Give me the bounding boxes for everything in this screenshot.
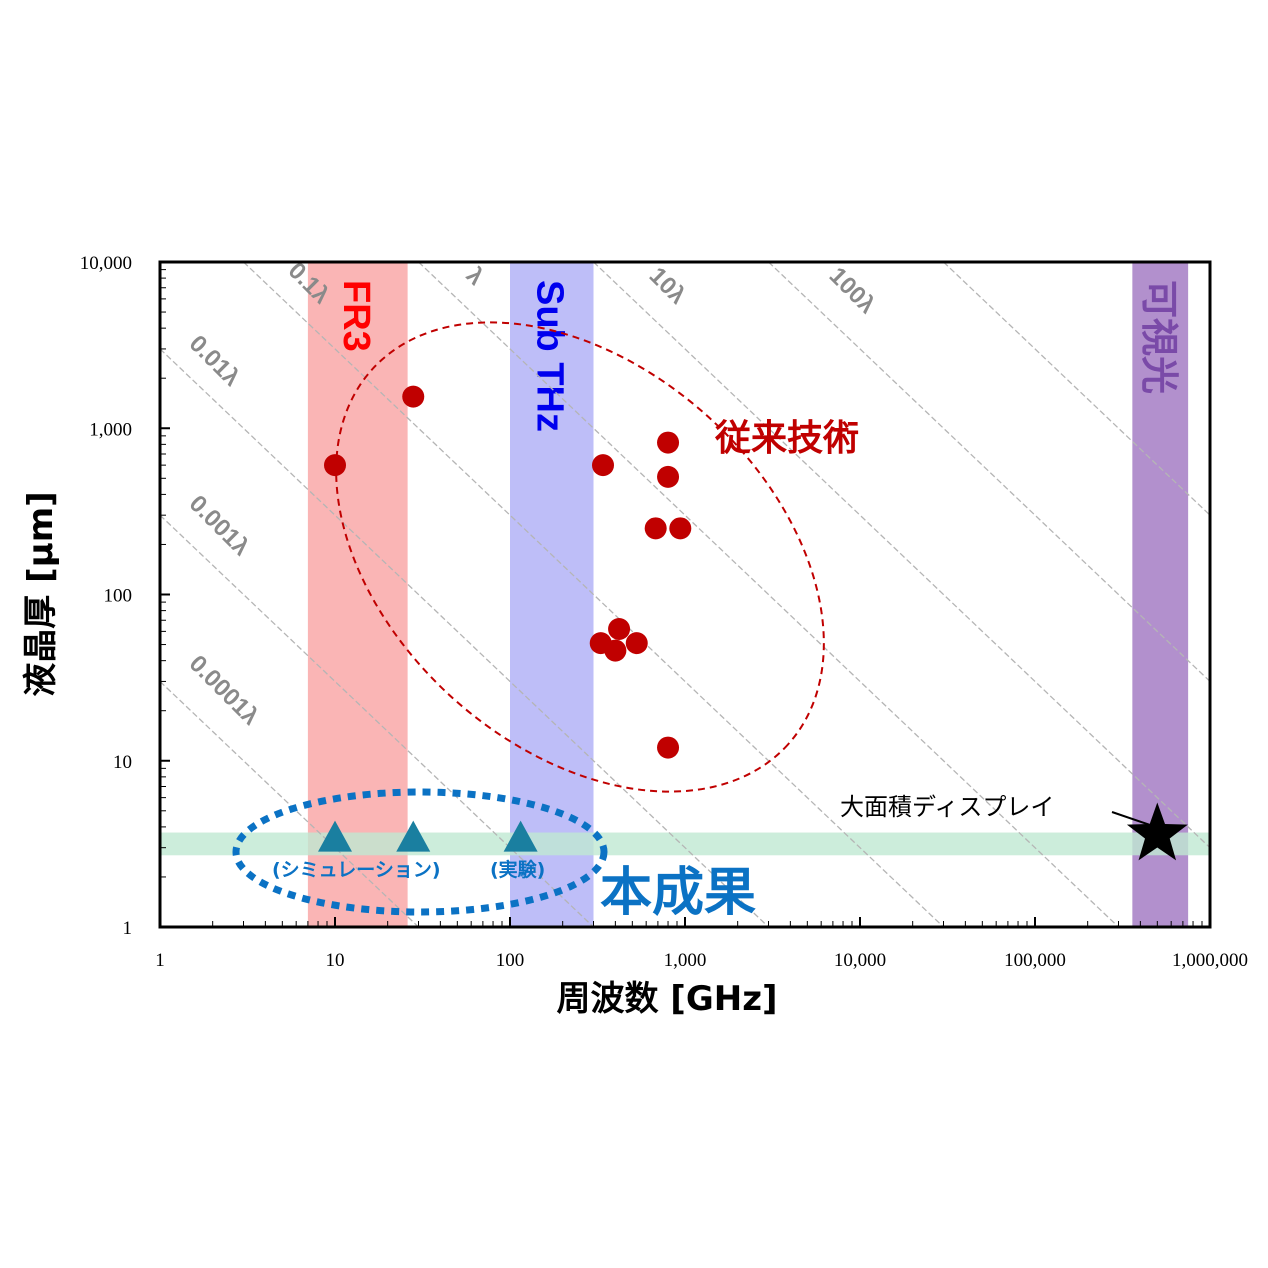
band-label-0: FR3 [335, 280, 377, 352]
data-point-circle [604, 639, 627, 662]
annotation-experiment: (実験) [490, 858, 545, 881]
data-point-circle [669, 517, 692, 540]
y-tick-label: 10,000 [80, 253, 132, 274]
y-tick-label: 100 [104, 586, 133, 607]
annotation-simulation: (シミュレーション) [272, 859, 441, 881]
data-point-circle [324, 454, 346, 477]
wavelength-line-2 [159, 348, 769, 928]
display-leader-line [1111, 811, 1151, 826]
x-tick-label: 100,000 [1004, 950, 1066, 971]
series-label-conventional: 従来技術 [714, 418, 859, 459]
data-point-circle [657, 736, 680, 759]
y-axis-label: 液晶厚 [μm] [21, 491, 61, 696]
data-point-circle [657, 465, 680, 488]
wavelength-line-3 [243, 261, 944, 928]
data-point-triangle [318, 820, 352, 852]
wavelength-label-6: 100λ [824, 262, 881, 319]
band-1 [510, 262, 594, 927]
y-tick-label: 10 [113, 752, 132, 773]
x-tick-label: 10 [326, 950, 345, 971]
x-tick-label: 1 [155, 950, 165, 971]
wavelength-label-0: 0.0001λ [184, 650, 264, 730]
band-0 [307, 262, 408, 927]
data-point-triangle [503, 820, 538, 852]
wavelength-line-6 [768, 261, 1211, 682]
wavelength-line-0 [159, 680, 419, 928]
y-tick-label: 1 [123, 918, 133, 939]
wavelength-label-4: λ [461, 262, 490, 291]
x-axis-label: 周波数 [GHz] [556, 979, 777, 1019]
x-tick-label: 1,000 [664, 950, 707, 971]
wavelength-line-4 [418, 261, 1119, 928]
band-label-1: Sub THz [529, 280, 571, 432]
wavelength-line-5 [593, 261, 1211, 849]
y-tick-label: 1,000 [89, 419, 132, 440]
x-tick-label: 10,000 [834, 950, 886, 971]
series-label-display: 大面積ディスプレイ [840, 793, 1054, 821]
series-label-result: 本成果 [600, 863, 756, 923]
data-point-circle [657, 431, 680, 454]
wavelength-line-7 [943, 261, 1211, 516]
wavelength-label-2: 0.01λ [184, 330, 246, 392]
wavelength-label-1: 0.001λ [184, 490, 255, 561]
conventional-ellipse [335, 321, 825, 793]
data-point-circle [644, 517, 667, 540]
data-point-circle [608, 618, 631, 641]
wavelength-line-1 [159, 514, 594, 928]
x-tick-label: 100 [496, 950, 525, 971]
data-point-circle [625, 632, 648, 655]
data-point-star [1126, 802, 1188, 861]
x-tick-label: 1,000,000 [1172, 950, 1248, 971]
data-point-triangle [396, 820, 431, 852]
result-ellipse [232, 788, 608, 916]
wavelength-label-5: 10λ [644, 262, 691, 309]
data-point-circle [592, 454, 615, 477]
band-label-2: 可視光 [1137, 280, 1181, 394]
data-point-circle [402, 385, 425, 408]
horizontal-band [160, 832, 1210, 856]
